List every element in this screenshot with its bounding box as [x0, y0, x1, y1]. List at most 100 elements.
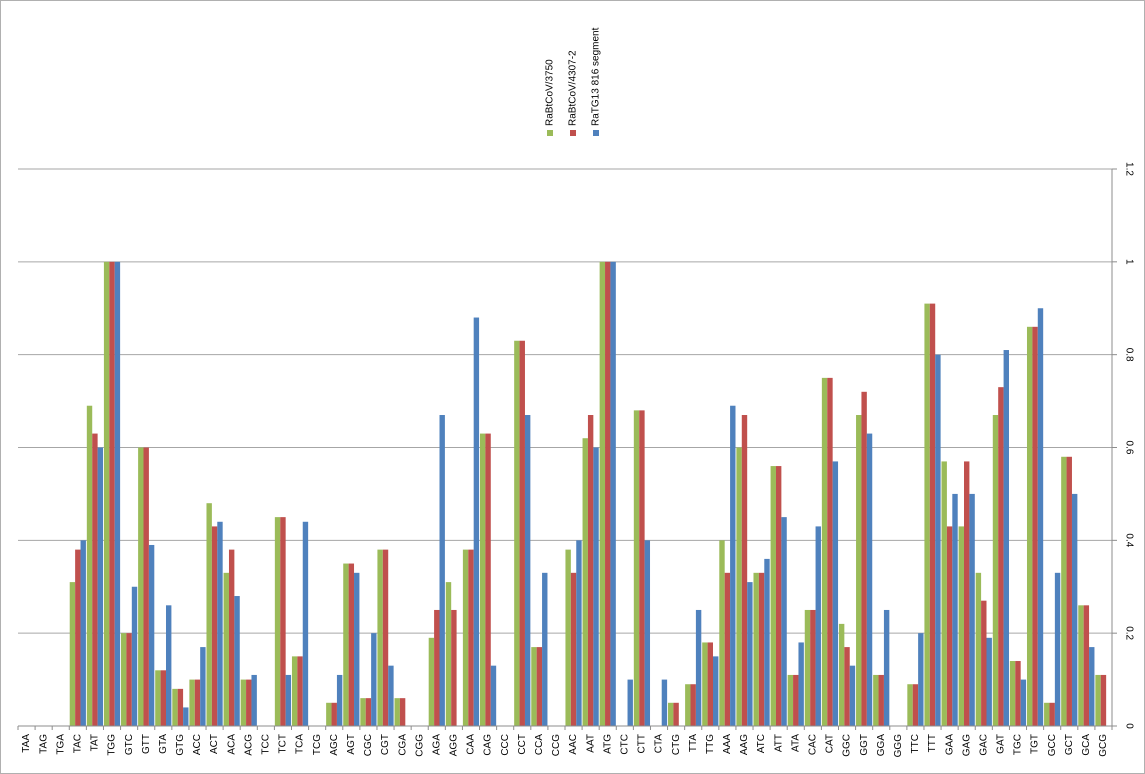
bar [177, 688, 184, 726]
x-tick-label: CGC [363, 734, 374, 756]
bar [627, 679, 633, 726]
legend-entry: RaTG13 816 segment [591, 27, 602, 136]
bar [849, 665, 856, 726]
y-tick-label: 1 [1123, 259, 1134, 265]
bar [1049, 702, 1055, 726]
bar [246, 679, 252, 726]
x-tick-label: CCC [500, 734, 511, 756]
bar [712, 656, 719, 726]
bar [998, 387, 1004, 726]
x-tick-label: TCA [295, 734, 306, 754]
legend-label: RaTG13 816 segment [591, 27, 602, 126]
bar [131, 586, 138, 726]
bar [935, 354, 941, 726]
bar [570, 572, 577, 726]
bar [719, 540, 725, 726]
bar [610, 261, 616, 726]
bar [1100, 674, 1107, 726]
x-tick-label: ATG [602, 734, 613, 754]
bar [114, 261, 121, 726]
x-tick-label: ATC [756, 734, 767, 753]
x-tick-label: CTA [654, 734, 665, 754]
bar [377, 549, 383, 726]
bar [143, 447, 149, 726]
axes [17, 168, 1117, 730]
x-tick-label: TCT [278, 734, 289, 753]
x-tick-label: CGG [414, 734, 425, 757]
x-tick-label: TAC [72, 734, 83, 753]
x-tick-label: ATT [773, 734, 784, 752]
x-tick-label: AAA [722, 734, 733, 754]
bar [462, 549, 469, 726]
x-tick-label: CGA [397, 734, 408, 756]
bar [228, 549, 235, 726]
bar [1054, 572, 1061, 726]
bar [360, 698, 366, 726]
bar [838, 623, 845, 726]
bar [251, 674, 257, 726]
y-tick-label: 1.2 [1123, 162, 1134, 176]
bar [633, 410, 640, 726]
bar [1026, 326, 1033, 726]
bar [445, 582, 452, 726]
x-tick-label: TCG [312, 734, 323, 755]
x-tick-label: CAA [466, 734, 477, 755]
x-tick-label: TAG [38, 734, 49, 754]
bar [519, 340, 525, 726]
bar [536, 647, 543, 726]
x-tick-label: CCG [551, 734, 562, 756]
bar [382, 549, 389, 726]
bar [883, 609, 890, 726]
bars [69, 261, 1107, 726]
bar [1044, 702, 1050, 726]
bar [86, 405, 93, 726]
bar [291, 656, 298, 726]
x-tick-label: GCC [1047, 734, 1058, 756]
bar [702, 642, 708, 726]
bar [952, 493, 958, 726]
y-tick-label: 0.2 [1123, 626, 1134, 640]
bar [1083, 605, 1090, 726]
bar [793, 674, 799, 726]
bar [764, 558, 770, 726]
bar [479, 433, 486, 726]
bar [873, 674, 879, 726]
bar [343, 563, 349, 726]
bar [770, 466, 776, 726]
legend-swatch [570, 130, 576, 136]
x-tick-label: ATA [790, 734, 801, 752]
legend-label: RaBtCoV/4307-2 [568, 50, 579, 126]
bar [1095, 674, 1101, 726]
bar [747, 582, 753, 726]
x-tick-label: TAT [90, 734, 101, 751]
x-tick-label: TTG [705, 734, 716, 754]
bar [183, 707, 189, 726]
bar [217, 521, 223, 726]
bar [451, 609, 457, 726]
bar [1037, 308, 1044, 726]
x-tick-label: AAT [585, 734, 596, 753]
bar [661, 679, 668, 726]
bar [986, 637, 992, 726]
bar [354, 572, 360, 726]
x-tick-label: TGT [1030, 734, 1041, 754]
legend-entry: RaBtCoV/4307-2 [568, 50, 579, 136]
legend-swatch [593, 130, 599, 136]
x-tick-label: ACG [243, 734, 254, 756]
bar [969, 493, 975, 726]
x-tick-label: TAA [21, 734, 32, 753]
bar [490, 665, 497, 726]
x-tick-label: AGC [329, 734, 340, 756]
bar [172, 688, 178, 726]
bar [639, 410, 645, 726]
x-tick-label: CTT [637, 734, 648, 753]
x-tick-label: GGC [842, 734, 853, 757]
x-tick-label: GCA [1081, 734, 1092, 756]
bar [121, 633, 127, 726]
bar [815, 526, 821, 726]
bar [439, 415, 445, 726]
bar [804, 609, 811, 726]
y-tick-label: 0 [1123, 723, 1134, 729]
y-tick-labels: 0 0.2 0.4 0.6 0.8 1 1.2 [1123, 162, 1134, 729]
bar [200, 647, 206, 726]
